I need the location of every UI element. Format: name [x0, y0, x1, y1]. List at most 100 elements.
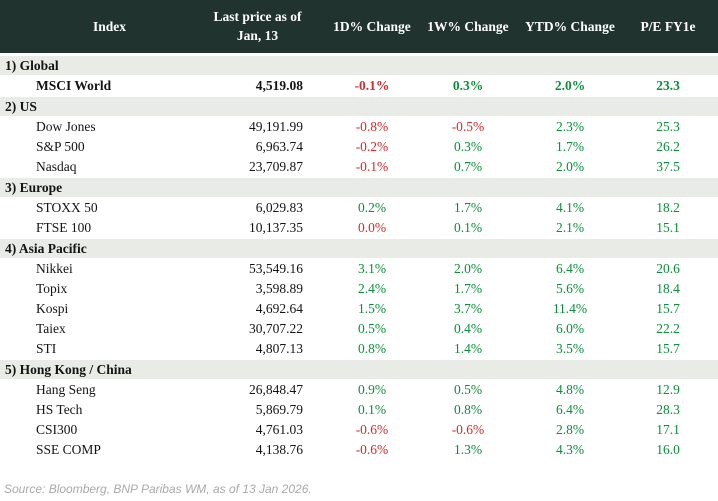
index-name: HS Tech: [36, 402, 83, 417]
table-row: Kospi 4,692.64 1.5% 3.7% 11.4% 15.7: [0, 299, 718, 319]
pe-ratio: 25.3: [656, 119, 680, 134]
last-price: 49,191.99: [249, 119, 303, 134]
ytd-change: 2.1%: [555, 220, 585, 235]
table-row: MSCI World 4,519.08 -0.1% 0.3% 2.0% 23.3: [0, 76, 718, 96]
1w-change: 1.7%: [453, 281, 483, 296]
1d-change: 3.1%: [357, 261, 387, 276]
last-price: 4,761.03: [255, 422, 303, 437]
1w-change: 0.3%: [452, 78, 484, 93]
1d-change: -0.2%: [355, 139, 389, 154]
index-name: MSCI World: [36, 78, 112, 93]
1w-change: 1.4%: [453, 341, 483, 356]
index-name: SSE COMP: [36, 442, 101, 457]
section-row: 4) Asia Pacific: [0, 238, 718, 259]
pe-ratio: 18.2: [656, 200, 680, 215]
ytd-change: 4.1%: [555, 200, 585, 215]
pe-ratio: 15.1: [656, 220, 680, 235]
ytd-change: 4.3%: [555, 442, 585, 457]
1d-change: 2.4%: [357, 281, 387, 296]
table-row: CSI300 4,761.03 -0.6% -0.6% 2.8% 17.1: [0, 420, 718, 440]
section-row: 1) Global: [0, 55, 718, 76]
ytd-change: 6.4%: [555, 402, 585, 417]
index-name: Taiex: [36, 321, 66, 336]
pe-ratio: 17.1: [656, 422, 680, 437]
last-price: 6,963.74: [255, 139, 303, 154]
1d-change: 0.5%: [357, 321, 387, 336]
col-header-1d-change: 1D% Change: [333, 18, 411, 34]
index-name: STOXX 50: [36, 200, 98, 215]
pe-ratio: 22.2: [656, 321, 680, 336]
last-price: 3,598.89: [255, 281, 303, 296]
1d-change: -0.6%: [355, 442, 389, 457]
table-row: Taiex 30,707.22 0.5% 0.4% 6.0% 22.2: [0, 319, 718, 339]
section-row: 3) Europe: [0, 177, 718, 198]
col-header-pe-fy1e: P/E FY1e: [640, 18, 696, 34]
last-price: 4,138.76: [255, 442, 303, 457]
index-name: CSI300: [36, 422, 78, 437]
col-header-1w-change: 1W% Change: [427, 18, 509, 34]
table-row: STOXX 50 6,029.83 0.2% 1.7% 4.1% 18.2: [0, 198, 718, 218]
last-price: 53,549.16: [249, 261, 303, 276]
ytd-change: 11.4%: [552, 301, 588, 316]
1w-change: 1.3%: [453, 442, 483, 457]
1d-change: -0.8%: [355, 119, 389, 134]
1w-change: 0.5%: [453, 382, 483, 397]
ytd-change: 2.3%: [555, 119, 585, 134]
pe-ratio: 23.3: [656, 78, 680, 93]
ytd-change: 6.0%: [555, 321, 585, 336]
index-table: Index Last price as of Jan, 13 1D% Chang…: [0, 0, 718, 460]
table-row: Dow Jones 49,191.99 -0.8% -0.5% 2.3% 25.3: [0, 117, 718, 137]
table-row: HS Tech 5,869.79 0.1% 0.8% 6.4% 28.3: [0, 400, 718, 420]
1d-change: 1.5%: [357, 301, 387, 316]
1d-change: -0.6%: [355, 422, 389, 437]
ytd-change: 2.0%: [554, 78, 586, 93]
index-name: Hang Seng: [36, 382, 96, 397]
ytd-change: 6.4%: [555, 261, 585, 276]
index-name: STI: [36, 341, 57, 356]
index-name: Nasdaq: [36, 159, 77, 174]
1w-change: -0.6%: [451, 422, 485, 437]
1d-change: -0.1%: [354, 78, 390, 93]
table-row: Hang Seng 26,848.47 0.9% 0.5% 4.8% 12.9: [0, 380, 718, 400]
pe-ratio: 12.9: [656, 382, 680, 397]
ytd-change: 2.0%: [555, 159, 585, 174]
table-row: STI 4,807.13 0.8% 1.4% 3.5% 15.7: [0, 339, 718, 359]
table-row: S&P 500 6,963.74 -0.2% 0.3% 1.7% 26.2: [0, 137, 718, 157]
1d-change: 0.2%: [357, 200, 387, 215]
1d-change: 0.8%: [357, 341, 387, 356]
pe-ratio: 18.4: [656, 281, 680, 296]
pe-ratio: 20.6: [656, 261, 680, 276]
1w-change: 2.0%: [453, 261, 483, 276]
table-header: Index Last price as of Jan, 13 1D% Chang…: [0, 0, 718, 55]
1d-change: 0.1%: [357, 402, 387, 417]
source-note: Source: Bloomberg, BNP Paribas WM, as of…: [4, 482, 312, 496]
1w-change: 0.1%: [453, 220, 483, 235]
1w-change: 0.4%: [453, 321, 483, 336]
index-name: Topix: [36, 281, 68, 296]
1d-change: 0.9%: [357, 382, 387, 397]
last-price: 4,807.13: [255, 341, 303, 356]
pe-ratio: 37.5: [656, 159, 680, 174]
last-price: 4,692.64: [255, 301, 303, 316]
1d-change: -0.1%: [355, 159, 389, 174]
last-price: 4,519.08: [255, 78, 303, 93]
col-header-ytd-change: YTD% Change: [525, 18, 615, 34]
last-price: 26,848.47: [249, 382, 303, 397]
table-body: 1) Global MSCI World 4,519.08 -0.1% 0.3% 2.0%…: [0, 55, 718, 460]
last-price: 30,707.22: [249, 321, 303, 336]
ytd-change: 3.5%: [555, 341, 585, 356]
index-name: FTSE 100: [36, 220, 92, 235]
1w-change: 1.7%: [453, 200, 483, 215]
pe-ratio: 15.7: [656, 341, 680, 356]
pe-ratio: 16.0: [656, 442, 680, 457]
1w-change: 0.3%: [453, 139, 483, 154]
last-price: 6,029.83: [255, 200, 303, 215]
last-price: 10,137.35: [249, 220, 303, 235]
1w-change: 0.7%: [453, 159, 483, 174]
last-price: 23,709.87: [249, 159, 303, 174]
1w-change: -0.5%: [451, 119, 485, 134]
pe-ratio: 28.3: [656, 402, 680, 417]
table-row: SSE COMP 4,138.76 -0.6% 1.3% 4.3% 16.0: [0, 440, 718, 460]
index-name: Dow Jones: [36, 119, 96, 134]
col-header-last-price: Last price as of Jan, 13: [213, 9, 302, 43]
